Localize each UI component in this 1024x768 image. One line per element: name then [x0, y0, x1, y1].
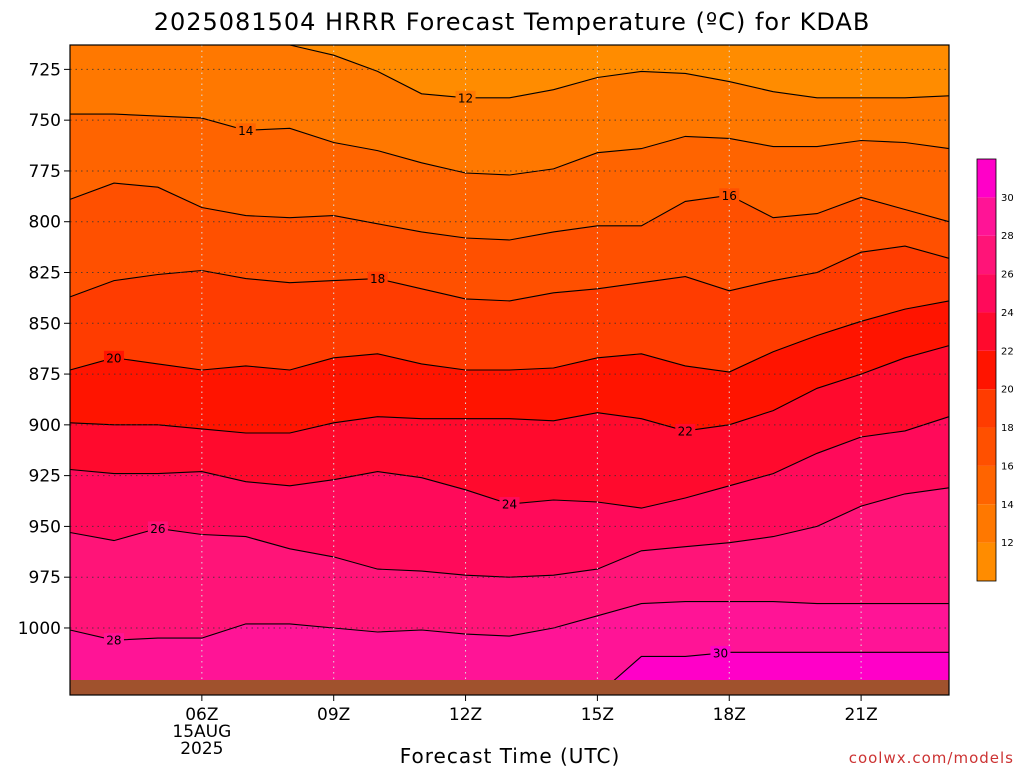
colorbar-swatch-20: [977, 350, 996, 390]
colorbar-swatch-26: [977, 235, 996, 275]
contour-label-28: 28: [106, 634, 121, 648]
colorbar-frame: [976, 158, 997, 582]
y-tick-label-875: 875: [29, 365, 61, 385]
contour-label-bg-28: [103, 633, 124, 648]
chart-title: 2025081504 HRRR Forecast Temperature (ºC…: [154, 8, 871, 36]
contour-20: [69, 300, 950, 373]
contour-lines: [69, 44, 950, 696]
colorbar-label-28: 28: [1001, 231, 1014, 242]
colorbar-swatch-22: [977, 312, 996, 351]
contour-26: [69, 487, 950, 578]
contour-18: [69, 245, 950, 302]
y-axis: 725 750 775 800 825 850 875 900 925 950 975 1000: [18, 60, 70, 639]
contour-14: [70, 113, 950, 176]
x-tick-label-12Z: 12Z: [449, 705, 482, 725]
ground-strip: [70, 680, 949, 695]
y-tick-label-825: 825: [29, 264, 61, 284]
contour-28: [69, 601, 949, 641]
colorbar-label-12: 12: [1001, 538, 1014, 549]
contour-label-bg-20: [103, 350, 124, 365]
contour-label-bg-18: [367, 271, 388, 286]
colorbar-label-16: 16: [1001, 461, 1014, 472]
y-tick-label-1000: 1000: [18, 619, 61, 639]
x-tick-label-15Z: 15Z: [581, 705, 614, 725]
x-tick-label-06Z: 06Z: [185, 705, 218, 725]
y-tick-label-725: 725: [29, 60, 61, 80]
x-tick-label-18Z: 18Z: [713, 705, 746, 725]
contour-label-14: 14: [238, 124, 253, 138]
colorbar-label-30: 30: [1001, 193, 1014, 204]
colorbar-label-20: 20: [1001, 385, 1014, 396]
contour-label-bg-24: [499, 497, 520, 512]
colorbar-label-24: 24: [1001, 308, 1014, 319]
contour-label-30: 30: [713, 647, 728, 661]
contour-label-26: 26: [150, 522, 165, 536]
contour-label-16: 16: [722, 189, 737, 203]
contour-label-12: 12: [458, 91, 473, 105]
ground: [70, 680, 949, 695]
colorbar-label-14: 14: [1001, 500, 1014, 511]
contour-label-bg-14: [235, 123, 256, 138]
y-tick-label-775: 775: [29, 162, 61, 182]
y-tick-label-800: 800: [29, 213, 61, 233]
contour-label-bg-30: [710, 646, 731, 661]
contour-label-bg-26: [147, 521, 168, 536]
contour-label-24: 24: [502, 498, 517, 512]
x-tick-label-21Z: 21Z: [844, 705, 877, 725]
y-tick-label-900: 900: [29, 416, 61, 436]
contour-16: [69, 182, 950, 241]
contour-label-20: 20: [106, 351, 121, 365]
y-tick-label-925: 925: [29, 467, 61, 487]
contour-label-bg-16: [719, 188, 740, 203]
y-tick-label-950: 950: [29, 517, 61, 537]
contour-label-bg-22: [675, 423, 696, 438]
colorbar: 12 14 16 18 20 22 24 26 28 30: [976, 158, 1014, 582]
y-tick-label-750: 750: [29, 111, 61, 131]
contour-label-22: 22: [678, 424, 693, 438]
colorbar-swatch-10: [977, 542, 996, 581]
colorbar-swatch-18: [977, 389, 996, 428]
contour-labels: 12 14 16 18 20 22 24 26 28 30: [103, 90, 740, 661]
colorbar-swatch-30: [977, 159, 996, 198]
colorbar-label-22: 22: [1001, 346, 1014, 357]
contour-22: [69, 345, 950, 434]
contour-label-18: 18: [370, 272, 385, 286]
y-tick-label-850: 850: [29, 314, 61, 334]
grid-lines: [70, 45, 949, 695]
x-tick-sublabel-15aug: 15AUG: [172, 722, 231, 742]
colorbar-swatch-24: [977, 274, 996, 313]
x-axis-label: Forecast Time (UTC): [400, 744, 621, 768]
x-tick-label-09Z: 09Z: [317, 705, 350, 725]
y-tick-label-975: 975: [29, 568, 61, 588]
colorbar-swatch-28: [977, 197, 996, 236]
plot-frame: [69, 44, 950, 696]
colorbar-swatch-14: [977, 465, 996, 505]
colorbar-swatch-12: [977, 504, 996, 543]
colorbar-label-26: 26: [1001, 270, 1014, 281]
contour-label-bg-12: [455, 90, 476, 105]
x-tick-sublabel-2025: 2025: [180, 739, 223, 759]
watermark: coolwx.com/models: [849, 749, 1014, 767]
colorbar-label-18: 18: [1001, 423, 1014, 434]
colorbar-swatch-16: [977, 427, 996, 466]
